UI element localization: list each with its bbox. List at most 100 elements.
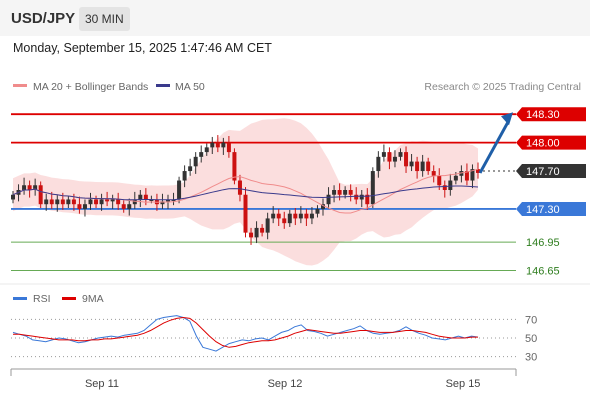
candle-body (437, 175, 442, 186)
credit-label: Research © 2025 Trading Central (424, 81, 581, 93)
timeframe-button[interactable]: 30 MIN (79, 7, 130, 31)
candle-body (293, 213, 298, 219)
rsi-ma-legend-swatch (62, 297, 76, 300)
candle-body (359, 194, 364, 200)
candle-body (260, 227, 265, 233)
candle-body (110, 199, 115, 202)
candle-body (243, 194, 248, 233)
candle-body (392, 156, 397, 162)
candle-body (298, 213, 303, 219)
candle-body (99, 199, 104, 205)
candle-body (476, 169, 480, 173)
candle-body (409, 161, 414, 167)
forecast-arrowhead (501, 112, 513, 126)
candle-body (343, 190, 348, 195)
candle-body (127, 204, 132, 209)
level-tag-148-00 (516, 135, 586, 150)
symbol-title: USD/JPY (11, 10, 76, 27)
candle-body (210, 142, 215, 148)
candle-body (249, 232, 254, 238)
candle-body (77, 204, 82, 209)
candle-body (404, 152, 409, 167)
ma20-legend-swatch (13, 84, 27, 87)
candle-body (470, 169, 475, 181)
candle-body (420, 161, 425, 172)
candle-body (381, 152, 386, 157)
x-tick-label: Sep 12 (268, 378, 303, 390)
rsi-tick-30: 30 (525, 352, 537, 364)
candle-body (49, 199, 54, 205)
candle-body (370, 171, 375, 205)
ma20-legend-label: MA 20 + Bollinger Bands (33, 81, 148, 93)
candle-body (464, 171, 469, 181)
candle-body (254, 227, 259, 238)
candle-body (116, 199, 121, 205)
candle-body (304, 213, 309, 219)
candle-body (177, 180, 182, 200)
level-label-146-65: 146.65 (526, 266, 560, 278)
level-label-146-95: 146.95 (526, 237, 560, 249)
candle-body (71, 199, 76, 205)
candle-body (88, 199, 93, 205)
ma50-line (12, 185, 479, 201)
candle-body (204, 147, 209, 153)
candle-body (431, 171, 436, 176)
candle-body (121, 204, 126, 209)
candle-body (415, 161, 420, 172)
candle-body (215, 142, 220, 148)
candle-body (60, 199, 65, 205)
candle-body (376, 156, 381, 172)
candle-body (149, 199, 154, 201)
candle-body (426, 161, 431, 172)
datetime-label: Monday, September 15, 2025 1:47:46 AM CE… (13, 41, 272, 55)
candle-body (55, 199, 60, 205)
rsi-series-9ma (13, 316, 478, 348)
candle-body (354, 194, 359, 200)
forecast-arrow (478, 119, 511, 174)
candle-body (271, 213, 276, 219)
candle-body (287, 213, 292, 224)
ma50-legend-label: MA 50 (175, 81, 205, 93)
level-label-147-30: 147.30 (526, 204, 560, 216)
candle-body (365, 194, 370, 205)
candle-body (387, 152, 392, 162)
candle-body (459, 171, 464, 176)
x-tick-label: Sep 15 (446, 378, 481, 390)
level-tag-148-30 (516, 107, 586, 122)
candle-body (44, 199, 49, 205)
candle-body (321, 204, 325, 209)
candle-body (442, 185, 447, 190)
candle-body (132, 199, 137, 205)
rsi-legend-label: RSI (33, 293, 51, 305)
candle-body (315, 208, 320, 214)
rsi-tick-70: 70 (525, 314, 537, 326)
candle-body (282, 218, 287, 224)
candle-body (27, 185, 32, 190)
rsi-legend-swatch (13, 297, 27, 300)
candle-body (94, 199, 99, 205)
candle-body (193, 156, 198, 167)
candle-body (332, 190, 337, 195)
candle-body (337, 190, 342, 195)
candle-body (453, 175, 458, 181)
candle-body (448, 180, 453, 190)
level-tag-147-70 (516, 164, 586, 179)
candle-body (38, 185, 43, 205)
candle-body (276, 213, 281, 219)
candle-body (348, 190, 353, 195)
candle-body (11, 194, 15, 200)
level-label-147-70: 147.70 (526, 166, 560, 178)
candle-body (166, 199, 170, 202)
level-tag-147-30 (516, 201, 586, 216)
candle-body (138, 194, 143, 200)
rsi-series-rsi (12, 315, 479, 352)
candle-body (188, 166, 193, 172)
level-label-148-00: 148.00 (526, 138, 560, 150)
candle-body (105, 199, 110, 202)
level-label-148-30: 148.30 (526, 109, 560, 121)
candle-body (232, 152, 237, 181)
rsi-ma-legend-label: 9MA (82, 293, 104, 305)
candle-body (226, 142, 231, 153)
x-tick-label: Sep 11 (85, 378, 119, 390)
